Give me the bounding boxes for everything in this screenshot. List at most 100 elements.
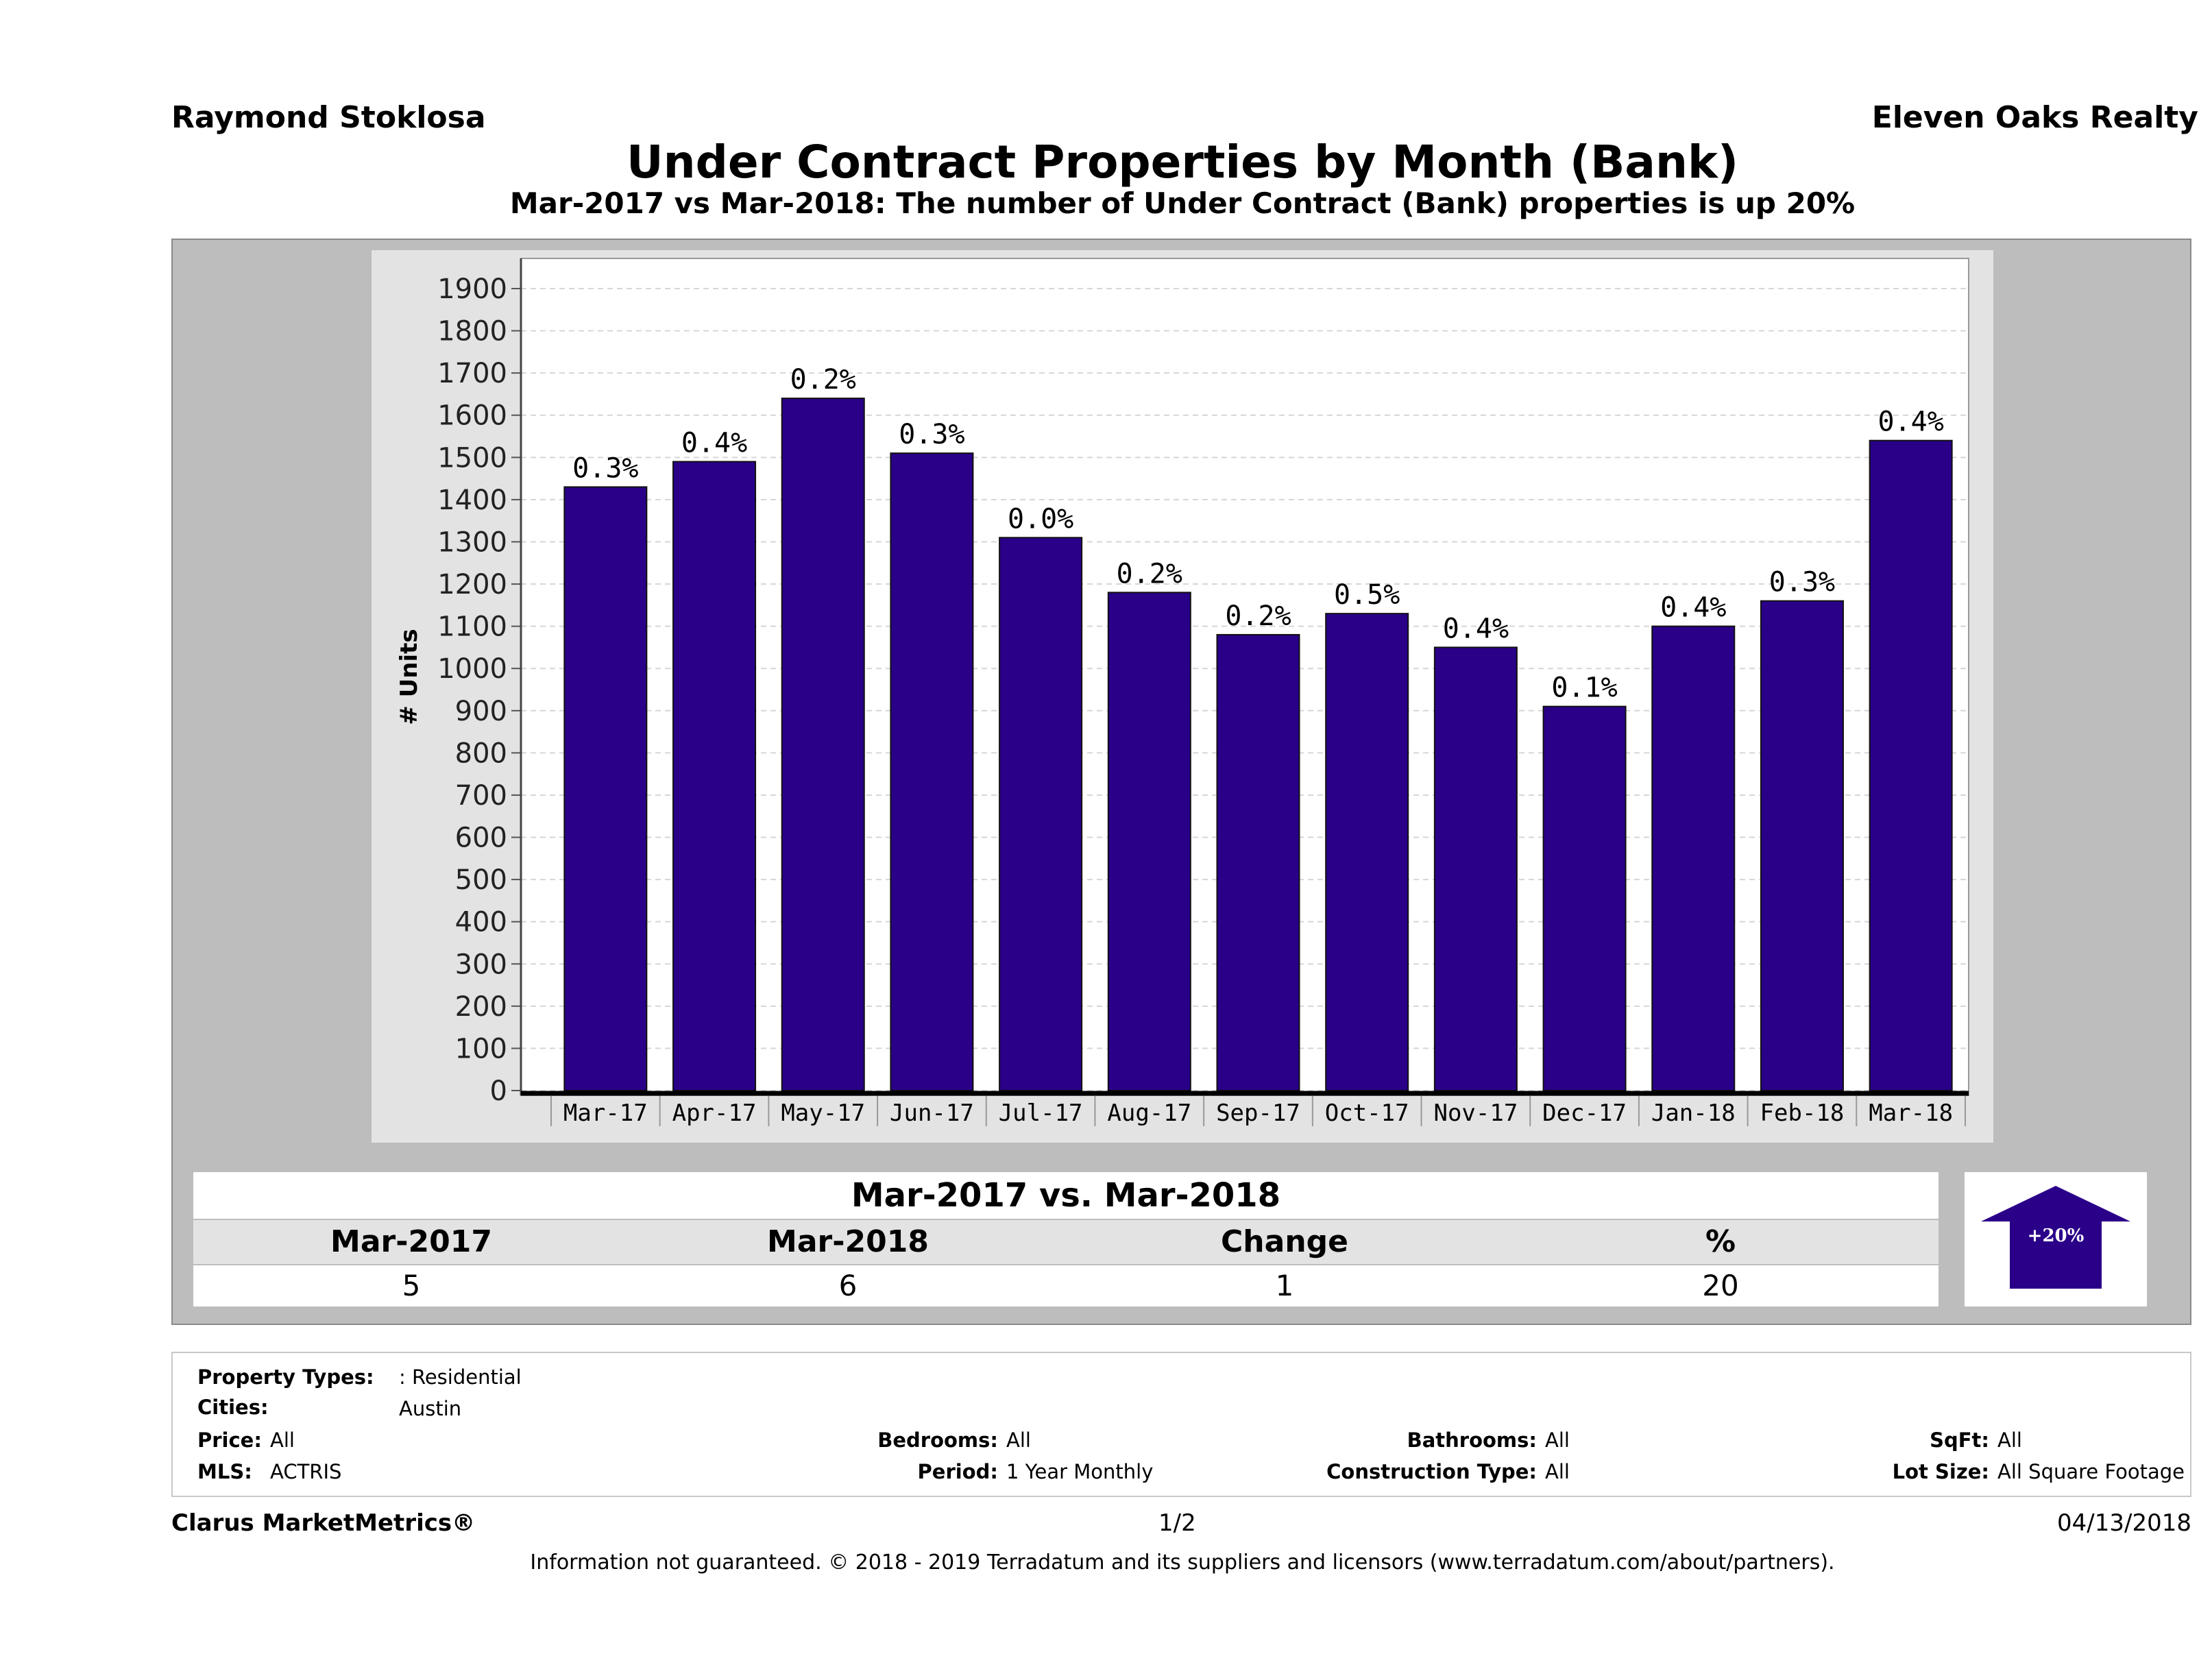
report-date: 04/13/2018 — [2057, 1509, 2191, 1537]
bar — [781, 398, 865, 1091]
bar — [890, 452, 974, 1091]
bar-data-label: 0.1% — [1551, 672, 1617, 704]
y-tick-label: 1400 — [437, 485, 507, 516]
comparison-header: % — [1705, 1224, 1736, 1259]
x-tick-label: Jun-17 — [890, 1099, 974, 1127]
x-tick-label: Oct-17 — [1325, 1099, 1409, 1127]
bar-data-label: 0.0% — [1008, 503, 1073, 535]
bar-chart: 0 100 200 300 400 500 600 700 800 900 1000 1100 1200… — [396, 258, 1969, 1127]
bar — [1542, 705, 1627, 1091]
bar — [1433, 646, 1518, 1091]
change-badge: +20% — [2028, 1226, 2085, 1246]
sqft-value: All — [1997, 1428, 2022, 1452]
lot-size-label: Lot Size: — [1892, 1460, 1989, 1483]
y-tick-label: 1200 — [437, 569, 507, 600]
cities-value: Austin — [399, 1397, 462, 1420]
comparison-header: Mar-2017 — [330, 1224, 492, 1259]
disclaimer: Information not guaranteed. © 2018 - 201… — [530, 1551, 1835, 1574]
bar — [563, 486, 648, 1091]
y-tick-label: 0 — [490, 1075, 507, 1107]
construction-type-value: All — [1545, 1460, 1570, 1483]
y-tick-label: 1800 — [437, 316, 507, 348]
bathrooms-value: All — [1545, 1428, 1570, 1452]
bar — [672, 461, 757, 1091]
y-axis-label: # Units — [396, 629, 423, 725]
chart-area: 0 100 200 300 400 500 600 700 800 900 1000 1100 1200… — [372, 250, 1993, 1143]
y-tick-label: 700 — [455, 780, 507, 812]
bar-data-label: 0.3% — [572, 452, 638, 484]
bar — [1216, 633, 1300, 1091]
x-tick-label: May-17 — [781, 1099, 865, 1127]
x-tick-label: Jul-17 — [999, 1099, 1083, 1127]
bar-data-label: 0.5% — [1334, 579, 1400, 611]
bar — [1651, 625, 1736, 1091]
sqft-label: SqFt: — [1667, 1428, 1989, 1452]
y-tick-label: 800 — [455, 738, 507, 769]
page-number: 1/2 — [1158, 1509, 1196, 1537]
bar-data-label: 0.4% — [1877, 406, 1943, 438]
lot-size-value: All Square Footage — [1997, 1460, 2185, 1483]
period-value: 1 Year Monthly — [1006, 1460, 1154, 1483]
agent-name: Raymond Stoklosa — [171, 100, 486, 135]
property-types-value: : Residential — [399, 1365, 522, 1389]
y-tick-label: 1300 — [437, 526, 507, 558]
bar-data-label: 0.4% — [681, 427, 747, 459]
comparison-value: 20 — [1702, 1269, 1739, 1302]
x-tick-label: Mar-18 — [1869, 1099, 1953, 1127]
bar — [1760, 600, 1844, 1091]
bar — [1869, 439, 1953, 1091]
y-tick-label: 500 — [455, 864, 507, 896]
filter-criteria: Property Types: : Residential Cities: Au… — [171, 1352, 2191, 1497]
bar — [999, 537, 1083, 1091]
bar-data-label: 0.3% — [1769, 567, 1835, 598]
bedrooms-value: All — [1006, 1428, 1031, 1452]
y-tick-label: 1700 — [437, 358, 507, 389]
comparison-header-row: Mar-2017 Mar-2018 Change % — [193, 1220, 1938, 1264]
comparison-header: Change — [1221, 1224, 1348, 1259]
brokerage-name: Eleven Oaks Realty — [1871, 100, 2198, 135]
comparison-value: 1 — [1275, 1269, 1294, 1302]
sqft-label-text: SqFt: — [1930, 1428, 1989, 1452]
comparison-value-row: 5 6 1 20 — [193, 1265, 1938, 1306]
y-tick-label: 1600 — [437, 400, 507, 432]
y-tick-label: 1900 — [437, 273, 507, 305]
y-tick-label: 1100 — [437, 611, 507, 643]
x-tick-label: Nov-17 — [1433, 1099, 1518, 1127]
y-tick-label: 100 — [455, 1033, 507, 1065]
footer-brand: Clarus MarketMetrics® — [171, 1509, 476, 1537]
bar — [1325, 613, 1409, 1091]
mls-value: ACTRIS — [270, 1460, 342, 1483]
chart-subtitle: Mar-2017 vs Mar-2018: The number of Unde… — [509, 186, 1856, 220]
cities-label: Cities: — [197, 1396, 269, 1419]
bar-data-label: 0.2% — [1117, 558, 1182, 589]
bathrooms-label: Bathrooms: — [1407, 1428, 1537, 1452]
x-tick-label: Apr-17 — [672, 1099, 757, 1127]
y-tick-label: 400 — [455, 907, 507, 938]
x-tick-label: Sep-17 — [1216, 1099, 1300, 1127]
comparison-title: Mar-2017 vs. Mar-2018 — [193, 1172, 1938, 1219]
mls-label: MLS: — [197, 1460, 252, 1483]
x-tick-label: Feb-18 — [1760, 1099, 1845, 1127]
property-types-label: Property Types: — [197, 1365, 374, 1389]
x-tick-label: Aug-17 — [1107, 1099, 1191, 1127]
comparison-header: Mar-2018 — [767, 1224, 929, 1259]
arrow-up-icon: +20% — [1981, 1186, 2130, 1289]
x-tick-label: Dec-17 — [1542, 1099, 1627, 1127]
x-tick-label: Mar-17 — [563, 1099, 648, 1127]
y-tick-label: 1000 — [437, 653, 507, 685]
price-value: All — [270, 1428, 295, 1452]
y-tick-label: 600 — [455, 823, 507, 854]
period-label: Period: — [917, 1460, 998, 1483]
change-indicator: +20% — [1965, 1172, 2147, 1306]
price-label: Price: — [197, 1428, 262, 1452]
bar-data-label: 0.2% — [790, 364, 856, 396]
construction-type-label: Construction Type: — [1326, 1460, 1537, 1483]
comparison-value: 6 — [838, 1269, 858, 1302]
x-tick-label: Jan-18 — [1651, 1099, 1736, 1127]
bar-data-label: 0.4% — [1660, 592, 1726, 624]
bedrooms-label: Bedrooms: — [877, 1428, 998, 1452]
bar — [1107, 592, 1191, 1091]
y-tick-label: 200 — [455, 991, 507, 1023]
y-tick-label: 300 — [455, 949, 507, 980]
bar-data-label: 0.4% — [1443, 613, 1509, 644]
